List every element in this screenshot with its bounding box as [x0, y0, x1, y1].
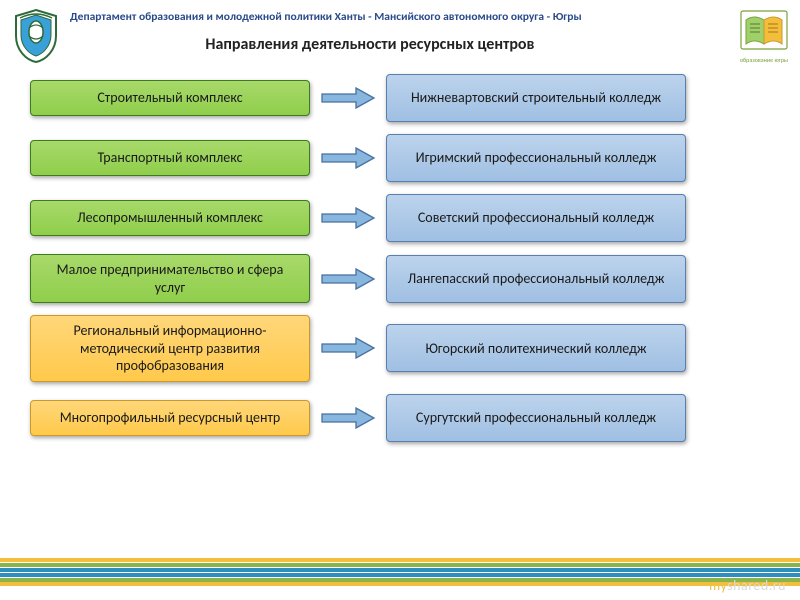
arrow-icon [318, 403, 378, 433]
page-title: Направления деятельности ресурсных центр… [70, 35, 730, 54]
mapping-row: Строительный комплекс Нижневартовский ст… [30, 74, 770, 122]
arrow-icon [318, 143, 378, 173]
direction-box: Лесопромышленный комплекс [30, 200, 310, 236]
mapping-row: Лесопромышленный комплекс Советский проф… [30, 194, 770, 242]
mapping-row: Малое предпринимательство и сфера услуг … [30, 254, 770, 303]
college-box: Игримский профессиональный колледж [386, 134, 686, 182]
mapping-rows: Строительный комплекс Нижневартовский ст… [0, 64, 800, 442]
college-box: Нижневартовский строительный колледж [386, 74, 686, 122]
direction-box: Многопрофильный ресурсный центр [30, 400, 310, 436]
department-label: Департамент образования и молодежной пол… [70, 8, 730, 25]
watermark-rest: shared.ru [727, 577, 786, 594]
arrow-icon [318, 203, 378, 233]
mapping-row: Транспортный комплекс Игримский професси… [30, 134, 770, 182]
direction-box: Транспортный комплекс [30, 140, 310, 176]
mapping-row: Региональный информационно-методический … [30, 315, 770, 382]
direction-box: Региональный информационно-методический … [30, 315, 310, 382]
header: Департамент образования и молодежной пол… [0, 0, 800, 64]
college-box: Лангепасский профессиональный колледж [386, 255, 686, 303]
arrow-icon [318, 264, 378, 294]
watermark: myshared.ru [709, 577, 786, 594]
footer-stripes [0, 558, 800, 586]
watermark-prefix: my [709, 577, 727, 594]
college-box: Советский профессиональный колледж [386, 194, 686, 242]
arrow-icon [318, 83, 378, 113]
right-logo: образование югры [740, 8, 788, 63]
right-logo-caption: образование югры [740, 57, 788, 63]
college-box: Югорский политехнический колледж [386, 324, 686, 372]
header-text: Департамент образования и молодежной пол… [70, 8, 730, 54]
mapping-row: Многопрофильный ресурсный центр Сургутск… [30, 394, 770, 442]
direction-box: Малое предпринимательство и сфера услуг [30, 254, 310, 303]
direction-box: Строительный комплекс [30, 80, 310, 116]
book-icon [740, 8, 788, 52]
crest-icon [12, 8, 60, 64]
college-box: Сургутский профессиональный колледж [386, 394, 686, 442]
arrow-icon [318, 333, 378, 363]
